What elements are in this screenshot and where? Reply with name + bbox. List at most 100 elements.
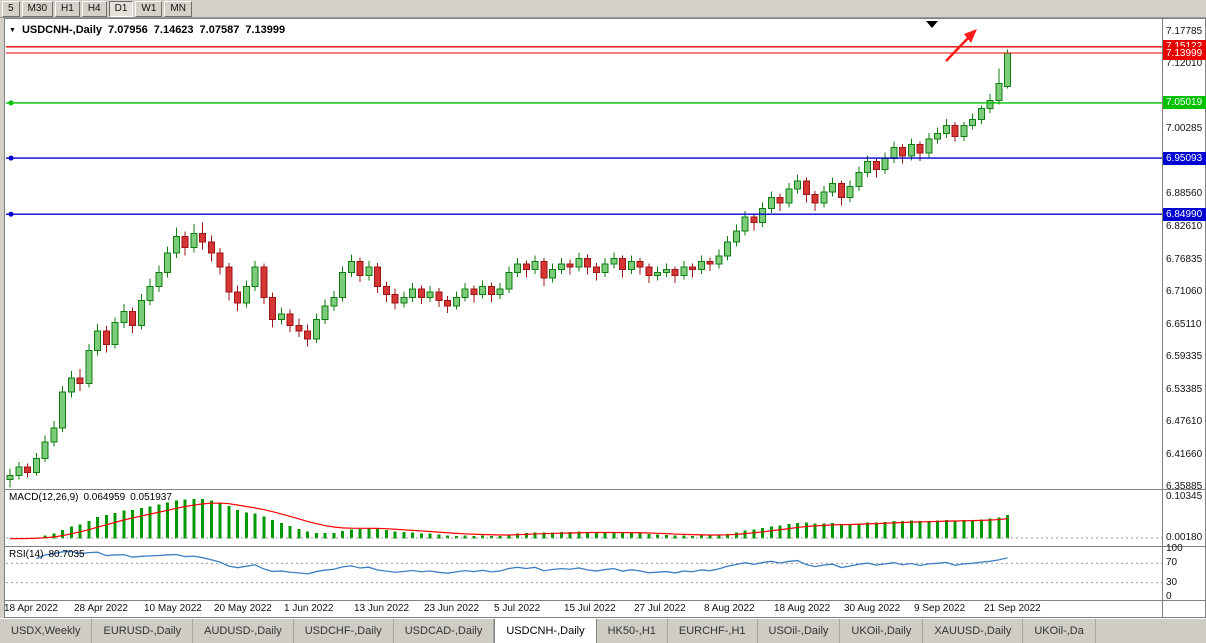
chart-tab-xauusd-daily[interactable]: XAUUSD-,Daily [923,619,1024,643]
price-tag-support-line-blue-1: 6.95093 [1163,151,1206,165]
candle-body [689,266,696,271]
up-arrow-annotation-head[interactable] [964,29,977,43]
pane-separator-macd[interactable] [5,489,1205,490]
rsi-indicator-label: RSI(14) 80.7035 [9,549,85,560]
date-label: 18 Aug 2022 [774,603,831,614]
price-axis[interactable]: 7.17785 7.12010 7.00285 6.88560 6.82610 6.768… [1163,0,1206,617]
candle-body [129,310,136,326]
candle-body [986,99,994,110]
candle-body [680,266,688,276]
candle-body [601,263,609,273]
candle-body [330,296,338,307]
candle-body [715,255,723,265]
chart-open-value: 7.07956 [108,24,148,36]
timeframe-button-h1[interactable]: H1 [55,0,80,17]
date-label: 30 Aug 2022 [844,603,901,614]
chart-tab-audusd-daily[interactable]: AUDUSD-,Daily [193,619,294,643]
price-axis-tick-label: 6.47610 [1166,415,1203,427]
candle-body [575,258,583,268]
date-label: 8 Aug 2022 [704,603,755,614]
candle-body [610,258,618,265]
support-line-blue-1-anchor[interactable] [8,155,14,161]
candle-body [461,288,469,298]
date-label: 21 Sep 2022 [984,603,1041,614]
price-axis-tick-label: 6.76835 [1166,253,1203,265]
candle-body [881,158,889,171]
timeframe-button-mn[interactable]: MN [164,0,192,17]
candle-body [627,260,635,271]
timeframe-button-m30[interactable]: M30 [21,0,54,17]
up-arrow-annotation[interactable] [945,34,972,62]
chart-tab-ukoil-da[interactable]: UKOil-,Da [1023,619,1096,643]
candle-body [207,241,215,254]
candle-body [365,266,373,276]
support-line-green-anchor[interactable] [8,100,14,106]
candle-body [1004,52,1011,88]
candle-body [59,391,66,429]
candle-body [767,196,775,210]
support-line-blue-2-anchor[interactable] [8,211,14,217]
date-label: 20 May 2022 [214,603,272,614]
candle-body [636,260,644,268]
chart-tab-eurchf-h1[interactable]: EURCHF-,H1 [668,619,758,643]
price-axis-tick-label: 6.71060 [1166,285,1203,297]
price-tag-bid-price-line: 7.13999 [1163,46,1206,60]
candle-body [321,305,329,321]
time-axis[interactable]: 18 Apr 2022 28 Apr 2022 10 May 2022 20 May … [0,600,1162,617]
candle-body [391,294,399,304]
date-label: 23 Jun 2022 [424,603,480,614]
candle-body [724,241,731,257]
candle-body [435,291,443,301]
candle-body [549,269,556,279]
candle-body [732,230,740,243]
chart-tab-usdx-weekly[interactable]: USDX,Weekly [0,619,93,643]
timeframe-toolbar: 5 M30 H1 H4 D1 W1 MN [0,0,1206,18]
timeframe-button-5[interactable]: 5 [2,0,20,17]
price-axis-tick-label: 6.88560 [1166,188,1203,200]
candle-body [277,313,285,321]
candle-body [671,269,679,276]
candle-body [855,171,863,187]
macd-signal-value: 0.051937 [130,492,172,503]
candle-body [94,330,101,351]
candle-body [260,266,268,298]
candle-body [706,260,714,265]
chart-tab-usdcad-daily[interactable]: USDCAD-,Daily [394,619,495,643]
price-axis-tick-label: 6.82610 [1166,221,1203,233]
rsi-axis-tick-label: 70 [1166,557,1178,569]
chart-tab-usdchf-daily[interactable]: USDCHF-,Daily [294,619,394,643]
date-label: 13 Jun 2022 [354,603,410,614]
rsi-line [36,550,1008,575]
chart-high-value: 7.14623 [153,24,194,36]
chart-tab-usoil-daily[interactable]: USOil-,Daily [758,619,841,643]
pane-separator-timeaxis [5,600,1205,601]
timeframe-button-w1[interactable]: W1 [135,0,163,17]
chart-tab-hk50-h1[interactable]: HK50-,H1 [597,619,668,643]
candle-body [452,296,460,307]
timeframe-button-h4[interactable]: H4 [81,0,107,17]
candle-body [199,233,206,243]
date-label: 10 May 2022 [144,603,202,614]
pane-separator-rsi[interactable] [5,546,1205,547]
dropdown-arrow-icon[interactable]: ▼ [9,26,16,34]
timeframe-button-d1[interactable]: D1 [108,0,134,17]
chart-window [4,18,1206,618]
candle-body [785,188,793,204]
candle-body [951,124,959,137]
price-axis-tick-label: 7.17785 [1166,26,1203,37]
candle-body [242,285,250,304]
candle-body [67,377,75,393]
candle-body [295,324,303,332]
candle-body [374,266,381,287]
price-axis-tick-label: 6.53385 [1166,383,1203,395]
candle-body [916,144,924,154]
chart-canvas[interactable] [6,20,1162,600]
chart-tab-ukoil-daily[interactable]: UKOil-,Daily [840,619,924,643]
candle-body [6,474,14,481]
candle-body [654,271,661,276]
chart-tab-eurusd-daily[interactable]: EURUSD-,Daily [92,619,194,643]
chart-tab-usdcnh-daily[interactable]: USDCNH-,Daily [494,619,597,643]
candle-body [890,146,898,160]
candle-body [846,185,854,198]
down-triangle-marker[interactable] [926,21,938,28]
